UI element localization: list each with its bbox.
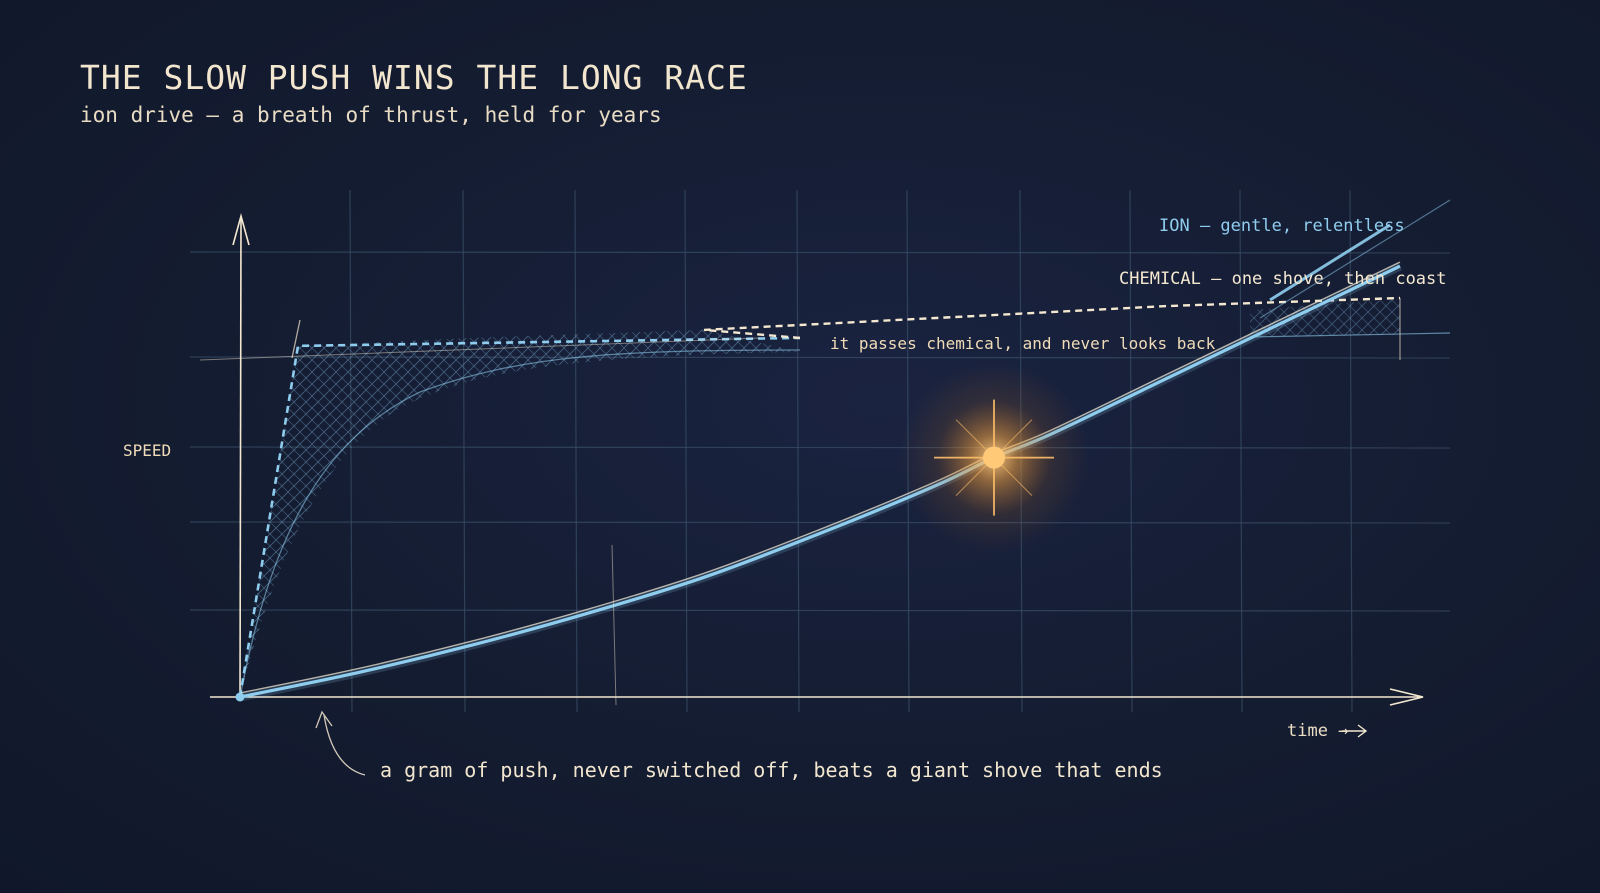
grid-line-vertical: [1239, 189, 1243, 713]
x-axis-arrow: [1389, 688, 1424, 706]
grid-line-vertical: [1129, 189, 1133, 713]
crossover-highlight: [899, 362, 1089, 553]
x-axis-label: time →: [1287, 721, 1349, 741]
sketch-tick: [611, 544, 617, 706]
grid-line-vertical: [1349, 189, 1353, 713]
x-axis-label-arrow: [1342, 724, 1368, 738]
y-axis-arrow: [232, 212, 250, 246]
grid-line-vertical: [349, 189, 353, 713]
chemical-ghost-curve: [239, 349, 801, 698]
ion-series-label: ION — gentle, relentless: [1159, 216, 1405, 236]
ion-head-sketch: [1259, 199, 1451, 319]
advantage-hatch-region: [240, 329, 800, 697]
grid-line-vertical: [684, 189, 688, 713]
y-axis-line: [239, 217, 242, 701]
axes: [210, 212, 1424, 738]
grid-line-vertical: [462, 189, 466, 713]
ion-line: [239, 264, 1401, 699]
ion-line-sketch: [239, 261, 1401, 694]
grid-line-horizontal: [189, 446, 1451, 449]
chemical-line-plateau: [703, 296, 1401, 340]
chemical-line-rise: [238, 336, 801, 698]
tail-guide-line: [1249, 332, 1451, 338]
grid-line-vertical: [574, 189, 578, 713]
crossover-point: [983, 446, 1005, 469]
grid-line-vertical: [796, 189, 800, 713]
footnote: a gram of push, never switched off, beat…: [380, 758, 1163, 782]
tail-hatch-region: [1250, 299, 1400, 336]
crossover-annotation: it passes chemical, and never looks back: [830, 334, 1216, 353]
grid-line-horizontal: [189, 609, 1451, 612]
y-axis-label: SPEED: [123, 441, 172, 460]
ion-line-glow: [239, 262, 1402, 702]
sketch-tick: [291, 319, 301, 359]
chart-title: THE SLOW PUSH WINS THE LONG RACE: [80, 58, 748, 97]
chemical-series-label: CHEMICAL — one shove, then coast: [1119, 269, 1447, 289]
grid-line-horizontal: [189, 521, 1451, 524]
series-lines: [235, 199, 1451, 702]
grid-line-horizontal: [189, 251, 1451, 254]
footnote-pointer-arrow: [315, 710, 366, 776]
sketch-guide: [199, 337, 761, 361]
ion-head-stroke: [1269, 223, 1391, 302]
origin-point: [235, 692, 245, 702]
sketch-marks: [199, 319, 761, 776]
chart-subtitle: ion drive — a breath of thrust, held for…: [80, 103, 662, 127]
